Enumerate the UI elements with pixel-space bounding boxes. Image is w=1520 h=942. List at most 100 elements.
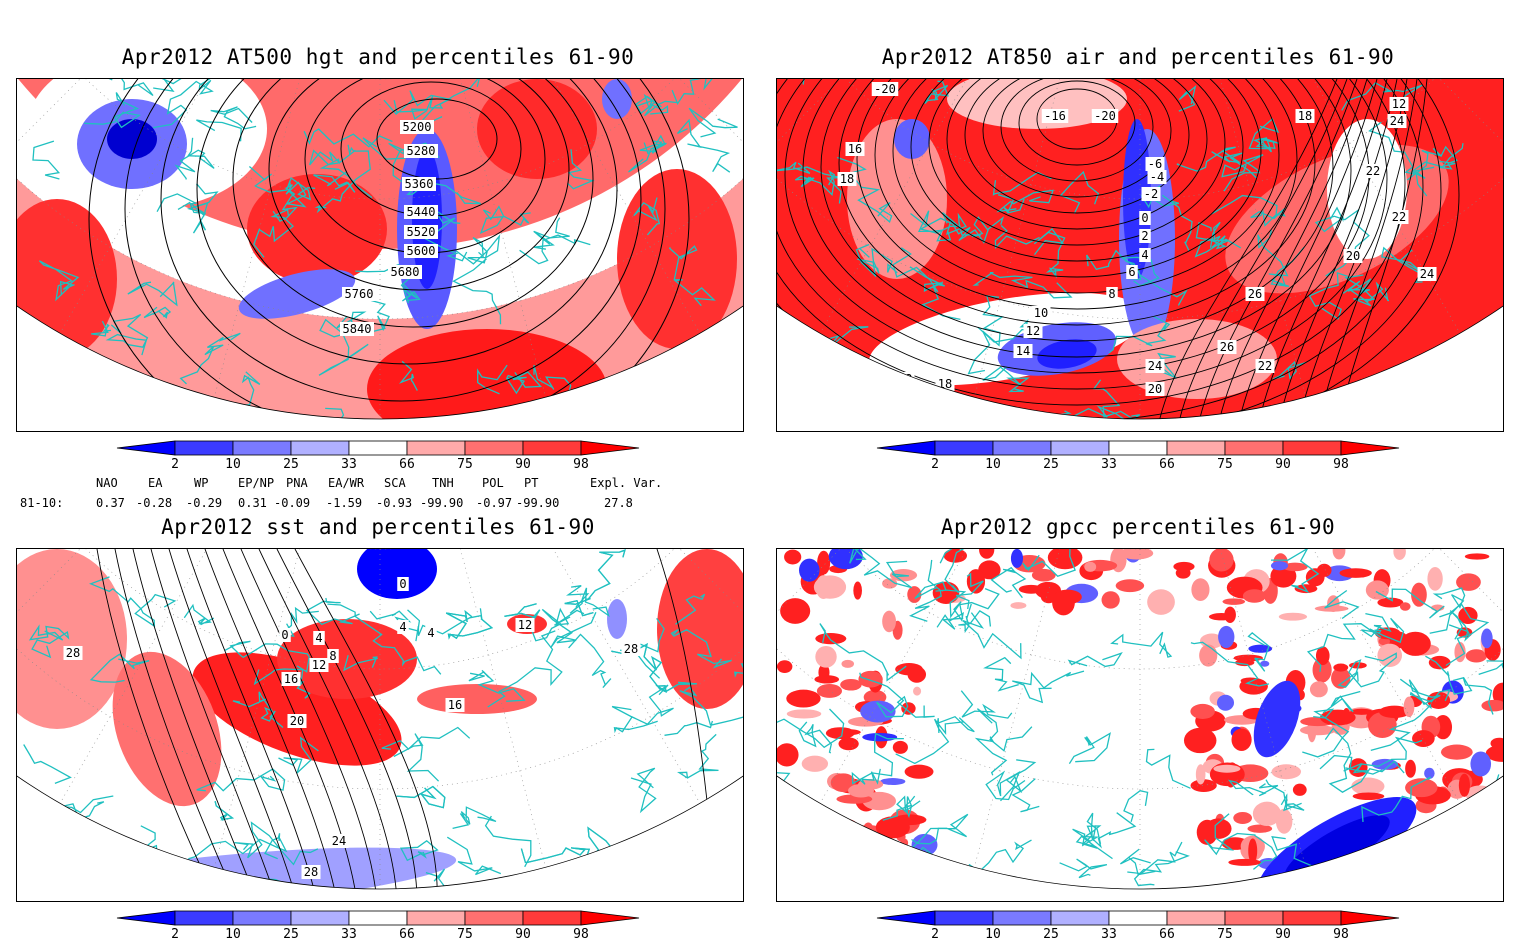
precip-anomaly-cell <box>1479 823 1503 847</box>
precip-anomaly-cell <box>1119 549 1154 560</box>
precip-anomaly-cell <box>1175 567 1191 579</box>
coastline <box>1361 776 1432 822</box>
anomaly-region <box>1327 119 1407 259</box>
contour-line <box>96 549 218 889</box>
coastline <box>519 234 591 265</box>
colorbar-arrow-low <box>876 440 936 456</box>
contour-label: 26 <box>1245 287 1265 301</box>
precip-anomaly-cell <box>830 837 855 860</box>
colorbar-label: 2 <box>171 457 179 472</box>
colorbar-swatch <box>232 440 292 456</box>
colorbar-label: 90 <box>1275 457 1291 472</box>
coastline <box>738 858 743 889</box>
colorbar-label: 90 <box>515 927 531 942</box>
precip-anomaly-cell <box>904 764 934 779</box>
coastline <box>89 653 150 683</box>
coastline <box>1059 858 1108 879</box>
coastline <box>794 169 836 197</box>
contour-line <box>910 79 1244 262</box>
contour-label: 24 <box>329 834 349 848</box>
stat-value-wp: -0.29 <box>186 496 223 510</box>
stat-value-sca: -0.93 <box>376 496 413 510</box>
coastline <box>1324 589 1360 620</box>
coastline <box>131 863 194 889</box>
precip-anomaly-cell <box>1481 628 1493 649</box>
contour-label: 20 <box>1343 249 1363 263</box>
coastline <box>990 566 1027 599</box>
coastline <box>909 559 942 622</box>
precip-anomaly-cell <box>1418 874 1454 889</box>
svg-text:6: 6 <box>1128 265 1135 279</box>
precip-anomaly-cell <box>1409 840 1431 858</box>
svg-text:22: 22 <box>1366 164 1380 178</box>
contour-line <box>268 79 570 291</box>
contour-label: 16 <box>281 672 301 686</box>
svg-text:26: 26 <box>1248 287 1262 301</box>
contour-line <box>150 549 278 889</box>
precip-anomaly-cell <box>875 884 908 889</box>
svg-text:-20: -20 <box>874 82 896 96</box>
contour-label: 26 <box>1217 340 1237 354</box>
precip-anomaly-cell <box>777 743 799 767</box>
precip-anomaly-cell <box>1322 882 1333 889</box>
map-panel-gpcc <box>776 548 1504 902</box>
contour-label: 5600 <box>404 244 438 258</box>
coastline <box>1005 759 1037 794</box>
precip-anomaly-cell <box>817 550 831 575</box>
precip-anomaly-cell <box>1412 730 1435 747</box>
contour-line <box>232 79 594 328</box>
svg-text:18: 18 <box>840 172 854 186</box>
coastline <box>1495 774 1503 807</box>
contour-line <box>982 79 1172 198</box>
colorbar-swatch <box>1282 910 1342 926</box>
stat-value-eawr: -1.59 <box>326 496 363 510</box>
map-air850: -20-16 -20-6-4-20246810121416181818122422… <box>777 79 1503 420</box>
coastline <box>477 364 508 395</box>
coastline <box>314 144 371 214</box>
svg-text:4: 4 <box>315 631 322 645</box>
coastline <box>1319 754 1383 775</box>
coastline <box>974 736 1008 776</box>
precip-anomaly-cell <box>851 841 861 854</box>
coastline <box>924 80 949 104</box>
contour-line <box>376 98 498 180</box>
anomaly-region <box>107 119 157 159</box>
coastline <box>1265 779 1305 812</box>
precip-anomaly-cell <box>1388 862 1418 878</box>
svg-text:5200: 5200 <box>403 120 432 134</box>
precip-anomaly-cell <box>1403 696 1415 718</box>
precip-anomaly-cell <box>880 850 914 863</box>
colorbar-label: 25 <box>283 457 299 472</box>
coastline <box>66 832 111 861</box>
coastline <box>533 364 572 396</box>
colorbar-4: 2 10 25 33 66 75 90 98 <box>875 910 1405 942</box>
coastline <box>1478 658 1503 676</box>
coastline <box>398 360 418 391</box>
contour-line <box>802 79 1352 358</box>
precip-anomaly-cell <box>801 755 829 772</box>
contour-label: -6 <box>1145 157 1165 171</box>
precip-anomaly-cell <box>1378 637 1390 646</box>
svg-text:8: 8 <box>329 649 336 663</box>
coastline <box>1390 386 1440 419</box>
precip-anomaly-cell <box>1399 602 1411 611</box>
precip-anomaly-cell <box>1239 885 1262 889</box>
precip-anomaly-cell <box>1222 598 1246 605</box>
colorbar-label: 2 <box>931 457 939 472</box>
panel-2-title: Apr2012 AT850 air and percentiles 61-90 <box>881 45 1395 69</box>
svg-text:20: 20 <box>1148 382 1162 396</box>
precip-anomaly-cell <box>1449 823 1477 848</box>
precip-anomaly-cell <box>813 575 847 599</box>
colorbar-label: 2 <box>171 927 179 942</box>
colorbar-swatch <box>290 440 350 456</box>
precip-anomaly-cell <box>853 581 862 600</box>
coastline <box>994 225 1040 249</box>
coastline <box>1337 652 1397 688</box>
precip-anomaly-cell <box>1427 566 1443 591</box>
map-panel-sst: 0 0 4 4 4 8 12 16 20 24 28 28 28 12 16 <box>16 548 744 902</box>
precip-anomaly-cell <box>892 877 919 887</box>
precip-anomaly-cell <box>1264 885 1299 889</box>
svg-text:5280: 5280 <box>407 144 436 158</box>
precip-anomaly-cell <box>1405 759 1416 778</box>
stat-header-sca: SCA <box>384 476 406 490</box>
